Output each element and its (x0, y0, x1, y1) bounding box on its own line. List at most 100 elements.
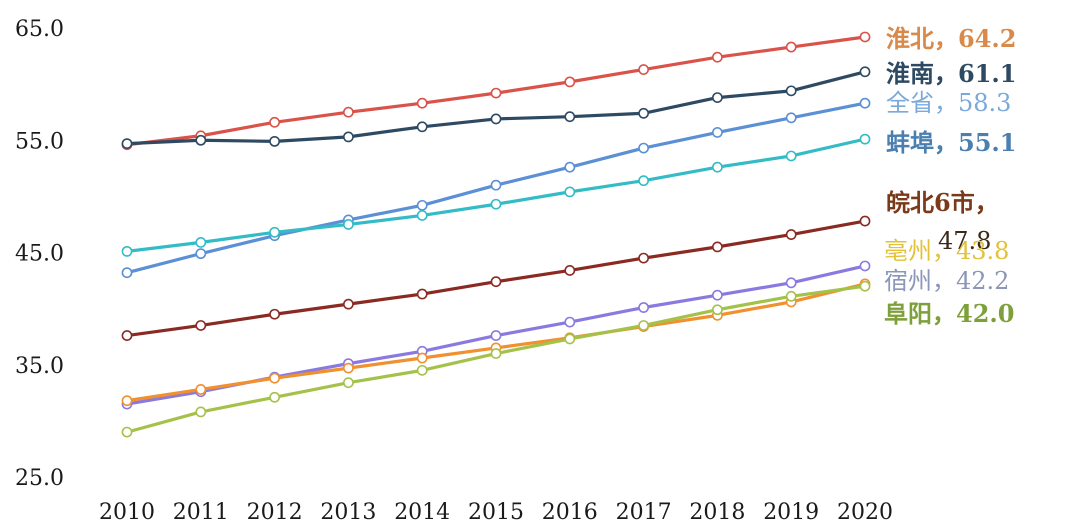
data-point (416, 121, 428, 133)
y-tick-label: 55.0 (15, 129, 64, 154)
data-point (859, 133, 871, 145)
x-tick-label: 2013 (320, 500, 376, 525)
y-tick-label: 65.0 (15, 17, 64, 42)
data-point (564, 76, 576, 88)
data-point (121, 245, 133, 257)
data-point (859, 260, 871, 272)
y-tick-label: 35.0 (15, 354, 64, 379)
data-point (121, 330, 133, 341)
data-point (490, 330, 502, 341)
data-point (490, 113, 502, 125)
data-point (785, 41, 797, 53)
data-point (712, 161, 723, 173)
series-line-1 (125, 70, 867, 146)
data-point (121, 138, 133, 150)
data-point (416, 199, 428, 211)
data-point (712, 241, 723, 253)
data-point (195, 320, 207, 331)
x-tick-label: 2012 (247, 500, 303, 525)
end-value-label: 47.8 (938, 227, 991, 255)
data-point (195, 384, 207, 395)
data-point (859, 280, 871, 292)
data-point (712, 289, 723, 301)
data-point (638, 302, 649, 313)
data-point (785, 229, 797, 240)
data-point (638, 252, 649, 264)
data-point (785, 277, 797, 289)
data-point (638, 320, 649, 331)
data-point (859, 31, 871, 43)
end-label: 阜阳，42.0 (884, 299, 1014, 328)
data-point (269, 308, 280, 320)
data-point (195, 134, 207, 146)
data-point (342, 377, 354, 389)
data-point (195, 406, 207, 418)
series-line-3 (125, 137, 867, 253)
data-point (121, 426, 133, 438)
data-point (859, 215, 871, 227)
data-point (490, 276, 502, 288)
x-tick-label: 2011 (173, 500, 229, 525)
end-label: 淮北，64.2 (886, 24, 1016, 53)
data-point (564, 111, 576, 123)
data-point (859, 66, 871, 78)
data-point (342, 362, 354, 374)
data-point (564, 186, 576, 198)
data-point (269, 226, 280, 238)
x-tick-label: 2014 (394, 500, 450, 525)
data-point (269, 116, 280, 128)
data-point (342, 298, 354, 310)
x-tick-label: 2015 (468, 500, 524, 525)
data-point (785, 150, 797, 162)
data-point (342, 106, 354, 118)
end-label: 全省，58.3 (886, 89, 1011, 117)
data-point (416, 288, 428, 300)
x-tick-label: 2017 (616, 500, 672, 525)
series-lines (121, 31, 871, 438)
data-point (490, 179, 502, 191)
data-point (638, 142, 649, 154)
data-point (342, 131, 354, 143)
data-point (712, 304, 723, 316)
x-tick-label: 2019 (763, 500, 819, 525)
data-point (564, 316, 576, 328)
data-point (712, 92, 723, 103)
y-tick-label: 25.0 (15, 466, 64, 491)
data-point (490, 87, 502, 99)
data-point (638, 175, 649, 187)
x-tick-label: 2020 (837, 500, 893, 525)
data-point (195, 248, 207, 260)
data-point (785, 290, 797, 302)
y-tick-label: 45.0 (15, 242, 64, 267)
data-point (785, 85, 797, 97)
end-label: 亳州，43.8 (884, 237, 1009, 265)
end-label: 宿州，42.2 (884, 267, 1009, 295)
data-point (638, 107, 649, 119)
data-point (416, 352, 428, 364)
data-point (121, 267, 133, 279)
data-point (712, 126, 723, 138)
data-point (712, 51, 723, 63)
data-point (859, 97, 871, 109)
data-point (416, 210, 428, 221)
data-point (416, 364, 428, 376)
x-tick-label: 2016 (542, 500, 598, 525)
data-point (564, 161, 576, 173)
data-point (416, 97, 428, 109)
x-tick-label: 2018 (689, 500, 745, 525)
data-point (564, 333, 576, 345)
x-tick-label: 2010 (99, 500, 155, 525)
data-point (269, 391, 280, 403)
data-point (269, 372, 280, 384)
data-point (342, 219, 354, 230)
data-point (490, 198, 502, 210)
end-label: 蚌埠，55.1 (886, 128, 1016, 157)
data-point (785, 112, 797, 124)
end-label: 淮南，61.1 (886, 59, 1016, 88)
end-label: 皖北6市， (886, 188, 999, 217)
data-point (490, 348, 502, 359)
data-point (121, 395, 133, 407)
data-point (269, 135, 280, 147)
data-point (638, 64, 649, 75)
